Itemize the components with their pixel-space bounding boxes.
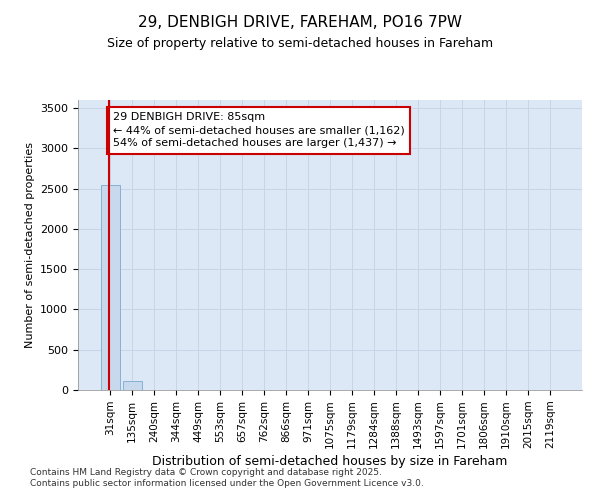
Text: 29 DENBIGH DRIVE: 85sqm
← 44% of semi-detached houses are smaller (1,162)
54% of: 29 DENBIGH DRIVE: 85sqm ← 44% of semi-de… [113,112,404,148]
Text: 29, DENBIGH DRIVE, FAREHAM, PO16 7PW: 29, DENBIGH DRIVE, FAREHAM, PO16 7PW [138,15,462,30]
Y-axis label: Number of semi-detached properties: Number of semi-detached properties [25,142,35,348]
Bar [101,184,119,390]
Text: Contains HM Land Registry data © Crown copyright and database right 2025.
Contai: Contains HM Land Registry data © Crown c… [30,468,424,487]
Bar [123,380,142,390]
X-axis label: Distribution of semi-detached houses by size in Fareham: Distribution of semi-detached houses by … [152,456,508,468]
Text: Size of property relative to semi-detached houses in Fareham: Size of property relative to semi-detach… [107,38,493,51]
